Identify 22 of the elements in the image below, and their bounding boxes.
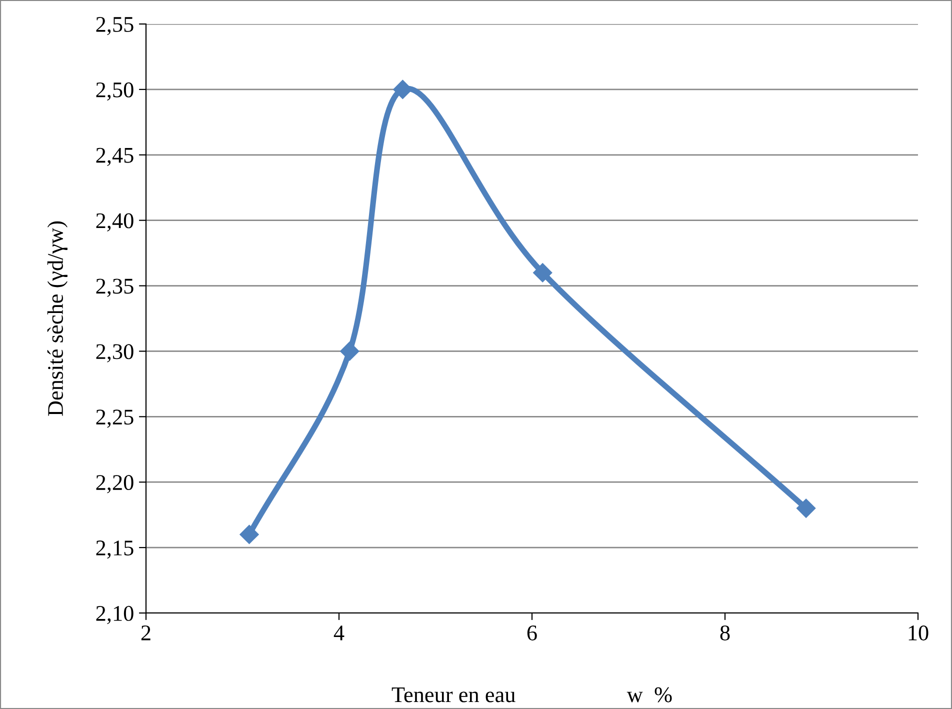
x-tick-label: 6 bbox=[527, 626, 537, 640]
point bbox=[340, 342, 360, 361]
y-tick-label: 2,25 bbox=[96, 410, 134, 428]
y-tick-label: 2,35 bbox=[96, 278, 134, 297]
y-tick-label: 2,50 bbox=[96, 82, 134, 101]
y-tick-label: 2,10 bbox=[96, 606, 134, 624]
y-tick-label: 2,45 bbox=[96, 148, 134, 166]
point bbox=[393, 80, 412, 99]
point bbox=[240, 524, 259, 544]
point bbox=[796, 498, 816, 518]
x-tick-label: 10 bbox=[908, 625, 928, 640]
x-tick-label: 8 bbox=[720, 625, 730, 640]
y-tick-label: 2,40 bbox=[96, 213, 134, 232]
x-tick-label: 4 bbox=[334, 626, 344, 640]
y-tick-label: 2,55 bbox=[96, 16, 134, 36]
y-axis-title: Densité sèche (γd/γw) bbox=[47, 221, 68, 416]
x-tick-label: 2 bbox=[141, 626, 150, 640]
y-tick-label: 2,15 bbox=[96, 540, 134, 559]
point bbox=[533, 263, 552, 282]
y-tick-label: 2,30 bbox=[96, 344, 134, 362]
y-tick-label: 2,20 bbox=[96, 475, 134, 494]
x-axis-title: Teneur en eau w % bbox=[392, 687, 672, 702]
